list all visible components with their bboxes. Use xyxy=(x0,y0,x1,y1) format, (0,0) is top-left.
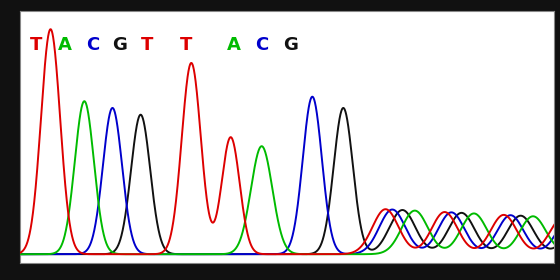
Text: T: T xyxy=(180,36,193,54)
Text: A: A xyxy=(227,36,241,54)
Text: G: G xyxy=(283,36,297,54)
Text: T: T xyxy=(141,36,153,54)
Text: A: A xyxy=(58,36,71,54)
Text: G: G xyxy=(112,36,127,54)
Text: C: C xyxy=(255,36,269,54)
Text: T: T xyxy=(30,36,43,54)
Text: C: C xyxy=(86,36,99,54)
